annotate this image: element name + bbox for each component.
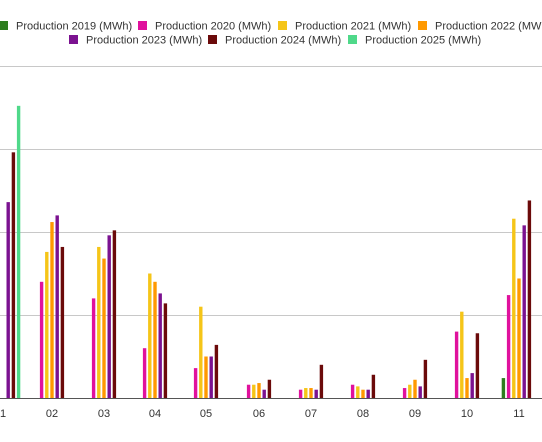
bar bbox=[501, 378, 506, 398]
bar bbox=[112, 230, 117, 398]
bar bbox=[454, 331, 459, 398]
bar bbox=[163, 303, 168, 398]
bar bbox=[102, 258, 106, 398]
bar bbox=[252, 384, 256, 398]
bar bbox=[11, 152, 16, 398]
bar bbox=[91, 298, 96, 398]
bar bbox=[475, 333, 480, 398]
legend-label: Production 2023 (MWh) bbox=[86, 35, 202, 47]
bar bbox=[517, 278, 521, 398]
legend-label: Production 2020 (MWh) bbox=[155, 21, 271, 33]
bar bbox=[16, 105, 21, 398]
x-tick-label: 08 bbox=[357, 408, 369, 420]
legend-swatch bbox=[138, 21, 147, 30]
bar bbox=[408, 384, 412, 398]
x-tick-label: 07 bbox=[305, 408, 317, 420]
legend: Production 2019 (MWh) Production 2020 (MW… bbox=[0, 21, 542, 47]
bar bbox=[107, 235, 111, 398]
bar bbox=[314, 389, 318, 398]
x-tick-label: 06 bbox=[253, 408, 265, 420]
legend-swatch bbox=[418, 21, 427, 30]
bar bbox=[371, 374, 376, 398]
x-tick-label: 04 bbox=[149, 408, 161, 420]
bar bbox=[257, 383, 261, 398]
legend-label: Production 2025 (MWh) bbox=[365, 35, 481, 47]
bar bbox=[153, 281, 157, 398]
bar bbox=[304, 388, 308, 398]
bar bbox=[148, 273, 152, 398]
bar bbox=[45, 251, 49, 398]
bar bbox=[267, 379, 272, 398]
legend-swatch bbox=[0, 21, 8, 30]
bar bbox=[6, 202, 10, 398]
bar bbox=[402, 388, 407, 398]
bar bbox=[262, 389, 266, 398]
bar bbox=[97, 246, 101, 398]
bar bbox=[418, 386, 422, 398]
bar bbox=[158, 293, 162, 398]
legend-swatch bbox=[69, 35, 78, 44]
bar bbox=[39, 281, 44, 398]
bar bbox=[465, 378, 469, 398]
bar bbox=[199, 306, 203, 398]
bar bbox=[142, 348, 147, 398]
bar bbox=[506, 295, 511, 398]
legend-label: Production 2019 (MWh) bbox=[16, 21, 132, 33]
x-axis-tick-labels: 1 02 03 04 05 06 07 08 09 10 11 bbox=[0, 408, 525, 420]
bar bbox=[209, 356, 213, 398]
x-tick-label: 03 bbox=[98, 408, 110, 420]
bar bbox=[512, 218, 516, 398]
bar bbox=[204, 356, 208, 398]
x-tick-label: 1 bbox=[0, 408, 6, 420]
bar bbox=[470, 373, 474, 398]
bar bbox=[350, 384, 355, 398]
bar bbox=[193, 368, 198, 398]
bar bbox=[60, 246, 65, 398]
bar bbox=[423, 359, 428, 398]
bar bbox=[366, 389, 370, 398]
gridlines bbox=[0, 66, 542, 399]
bar bbox=[309, 388, 313, 398]
bars bbox=[6, 105, 532, 398]
legend-swatch bbox=[278, 21, 287, 30]
legend-swatch bbox=[208, 35, 217, 44]
legend-label: Production 2021 (MWh) bbox=[295, 21, 411, 33]
bar bbox=[356, 386, 360, 398]
bar bbox=[55, 215, 59, 398]
bar bbox=[50, 222, 54, 398]
x-tick-label: 10 bbox=[461, 408, 473, 420]
x-tick-label: 09 bbox=[409, 408, 421, 420]
bar bbox=[214, 344, 219, 398]
bar bbox=[413, 379, 417, 398]
legend-label: Production 2022 (MWh) bbox=[435, 21, 542, 33]
bar bbox=[361, 389, 365, 398]
bar bbox=[527, 200, 532, 398]
x-tick-label: 05 bbox=[200, 408, 212, 420]
bar bbox=[522, 225, 526, 398]
x-tick-label: 11 bbox=[513, 408, 524, 420]
x-tick-label: 02 bbox=[46, 408, 58, 420]
bar bbox=[460, 311, 464, 398]
legend-label: Production 2024 (MWh) bbox=[225, 35, 341, 47]
bar bbox=[319, 364, 324, 398]
bar bbox=[298, 389, 303, 398]
bar bbox=[246, 384, 251, 398]
legend-swatch bbox=[348, 35, 357, 44]
